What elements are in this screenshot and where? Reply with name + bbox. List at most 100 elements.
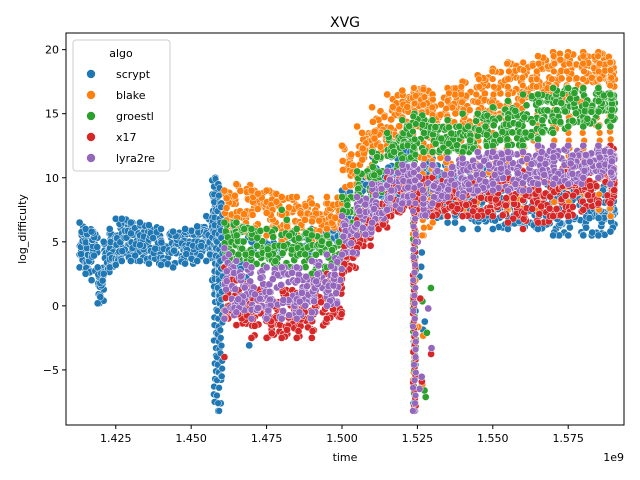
data-point [410,161,418,169]
data-point [587,107,596,116]
data-point [282,215,291,224]
data-point [327,262,335,271]
data-point [126,218,135,227]
data-point [93,299,102,308]
data-point [213,391,221,400]
data-point [580,67,588,76]
data-point [292,193,301,201]
data-point [370,171,379,180]
data-point [563,67,571,76]
data-point [572,109,580,118]
data-point [411,345,420,354]
data-point [239,237,248,246]
data-point [292,334,301,342]
data-point [418,231,426,240]
data-point [420,154,429,163]
data-point [330,270,339,279]
data-point [488,148,497,156]
data-point [298,289,306,297]
data-point [519,58,527,67]
data-point [409,253,418,261]
data-point [411,315,419,323]
data-point [338,212,346,221]
data-point [234,295,243,304]
data-point [111,261,120,269]
data-point [428,103,436,111]
data-point [232,180,241,189]
data-point [117,257,126,265]
data-point [220,186,229,195]
data-point [474,98,482,106]
data-point [489,75,497,83]
data-point [475,126,483,134]
data-point [87,276,96,285]
data-point [527,160,536,168]
data-point [292,263,301,272]
data-point [561,191,570,200]
data-point [410,299,419,307]
data-point [323,225,331,233]
data-point [549,231,557,240]
data-point [581,100,590,109]
data-point [215,384,223,392]
data-point [329,281,338,290]
data-point [556,211,565,220]
legend-label: scrypt [116,68,151,81]
data-point [410,99,419,108]
data-point [323,193,331,201]
data-point [232,308,241,317]
data-point [262,314,271,323]
data-point [218,364,226,373]
data-point [285,311,293,320]
data-point [417,248,426,257]
data-point [285,231,294,240]
data-point [145,221,153,230]
data-point [353,122,361,131]
data-point [549,153,558,162]
data-point [586,157,594,166]
data-point [149,234,157,242]
data-point [427,344,436,352]
data-point [105,225,114,233]
data-point [308,327,317,335]
data-point [333,258,342,266]
data-point [383,129,392,137]
data-point [293,276,302,285]
data-point [473,225,482,233]
data-point [415,385,424,393]
data-point [521,128,530,137]
data-point [398,161,407,169]
data-point [504,218,512,227]
data-point [504,148,512,156]
legend-marker [86,153,96,163]
data-point [477,193,485,202]
data-point [458,225,467,233]
data-point [248,211,257,219]
data-point [535,98,543,107]
data-point [606,199,615,208]
data-point [475,83,483,91]
data-point [429,218,437,227]
data-point [151,244,160,253]
data-point [488,67,496,76]
data-point [262,225,271,233]
data-point [583,114,592,123]
data-point [277,314,286,323]
data-point [519,148,527,156]
data-point [222,204,231,212]
data-point [420,93,429,101]
data-point [607,105,616,114]
data-point [236,272,245,281]
data-point [532,83,541,91]
data-point [217,341,226,350]
data-point [368,103,376,112]
data-point [318,237,326,246]
data-point [216,326,224,334]
data-point [220,218,229,227]
data-point [443,193,452,201]
data-point [437,134,446,143]
data-point [353,167,361,176]
data-point [353,231,361,240]
data-point [594,231,603,240]
